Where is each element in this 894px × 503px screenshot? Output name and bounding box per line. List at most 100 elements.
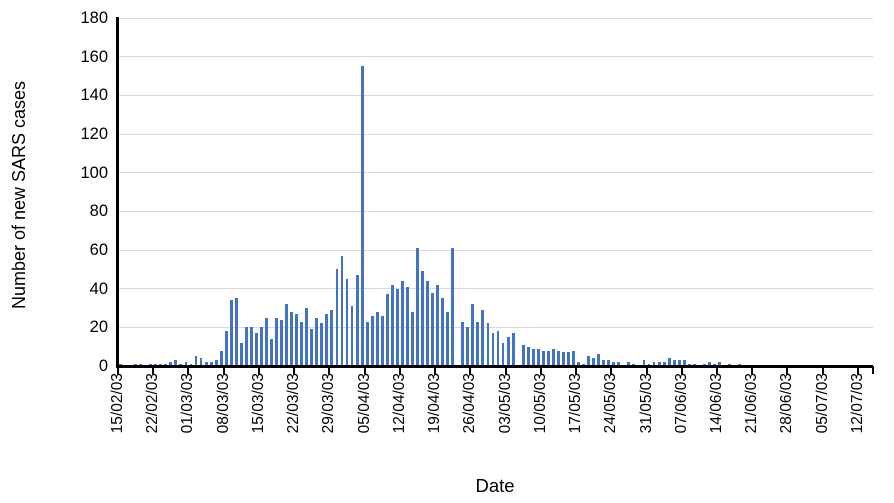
- y-tick-label: 120: [80, 125, 108, 143]
- x-tick-label: 07/06/03: [672, 373, 690, 434]
- x-tick-label: 26/04/03: [461, 373, 479, 434]
- x-tick: [398, 366, 401, 374]
- gridline: [118, 133, 873, 135]
- x-tick: [872, 366, 874, 374]
- bar: [667, 358, 671, 366]
- gridline: [118, 249, 873, 251]
- bar: [405, 286, 409, 366]
- x-tick-label: 29/03/03: [320, 373, 338, 434]
- bar: [280, 319, 284, 366]
- bar: [239, 342, 243, 366]
- bar: [562, 352, 565, 366]
- x-tick-label: 17/05/03: [567, 373, 585, 434]
- x-tick: [645, 366, 648, 374]
- x-tick: [152, 366, 155, 374]
- bar: [244, 327, 248, 366]
- bar: [270, 338, 273, 366]
- x-tick: [187, 366, 190, 374]
- bar: [345, 279, 349, 366]
- bar: [511, 333, 515, 366]
- x-tick-label: 10/05/03: [531, 373, 549, 434]
- x-tick: [434, 366, 437, 374]
- x-tick: [610, 366, 613, 374]
- gridline: [118, 326, 873, 328]
- x-tick: [856, 366, 859, 374]
- bar: [436, 284, 440, 366]
- y-tick-label: 20: [89, 318, 108, 337]
- x-tick: [680, 366, 683, 374]
- bar: [521, 344, 525, 366]
- y-tick-label: 160: [80, 47, 108, 66]
- bar: [662, 362, 666, 366]
- x-tick-label: 24/05/03: [602, 373, 620, 434]
- bar: [446, 311, 450, 366]
- bar: [597, 354, 601, 366]
- bar: [360, 66, 364, 366]
- gridline: [118, 56, 873, 58]
- y-tick-label: 60: [89, 241, 108, 259]
- x-tick: [539, 366, 542, 374]
- bar: [184, 362, 188, 366]
- bar: [209, 362, 213, 366]
- bar: [400, 280, 404, 366]
- gridline: [118, 172, 873, 174]
- x-tick-label: 05/07/03: [813, 373, 831, 434]
- bar: [169, 362, 173, 366]
- bar: [260, 327, 263, 366]
- bar: [612, 362, 616, 366]
- bar: [340, 255, 344, 366]
- bar: [572, 350, 575, 366]
- bar: [355, 275, 359, 366]
- x-tick-label: 03/05/03: [496, 373, 514, 434]
- y-tick-label: 140: [80, 86, 108, 105]
- bar: [335, 269, 339, 366]
- x-tick: [575, 366, 578, 374]
- bar: [567, 352, 570, 366]
- gridline: [118, 210, 873, 212]
- bar: [587, 356, 591, 366]
- bar: [551, 348, 555, 366]
- bar: [672, 360, 676, 366]
- bar: [234, 298, 238, 366]
- bar: [204, 362, 208, 366]
- bar: [320, 323, 324, 366]
- bar: [541, 350, 545, 366]
- bar: [395, 288, 399, 366]
- bar: [330, 309, 334, 366]
- bar: [305, 308, 309, 366]
- bar: [219, 350, 223, 366]
- bar: [265, 317, 268, 366]
- bar: [496, 331, 500, 366]
- y-tick-label: 40: [89, 279, 108, 298]
- x-tick-label: 08/03/03: [214, 373, 232, 434]
- x-tick-label: 14/06/03: [707, 373, 725, 434]
- x-tick: [257, 366, 260, 374]
- bar: [350, 306, 354, 366]
- bar: [380, 315, 384, 366]
- bar: [431, 292, 435, 366]
- bar: [617, 362, 621, 366]
- x-tick: [117, 366, 119, 374]
- bar: [546, 350, 550, 366]
- bar: [315, 317, 319, 366]
- y-axis-line: [116, 17, 119, 368]
- x-tick-label: 12/04/03: [390, 373, 408, 434]
- x-tick-label: 15/03/03: [249, 373, 267, 434]
- x-tick-label: 12/07/03: [848, 373, 866, 434]
- bar: [375, 311, 379, 366]
- bar: [300, 321, 304, 366]
- bar: [652, 362, 656, 366]
- bar: [592, 358, 596, 366]
- bar: [285, 304, 289, 366]
- y-tick-label: 100: [80, 163, 108, 182]
- bar: [506, 337, 510, 366]
- bar: [275, 317, 278, 366]
- x-tick-label: 01/03/03: [179, 373, 197, 434]
- x-tick-label: 28/06/03: [778, 373, 796, 434]
- bar: [390, 284, 394, 366]
- x-axis-title: Date: [475, 475, 515, 496]
- bar: [421, 271, 424, 366]
- x-tick-label: 22/03/03: [285, 373, 303, 434]
- bar: [426, 280, 429, 366]
- bar: [416, 248, 419, 366]
